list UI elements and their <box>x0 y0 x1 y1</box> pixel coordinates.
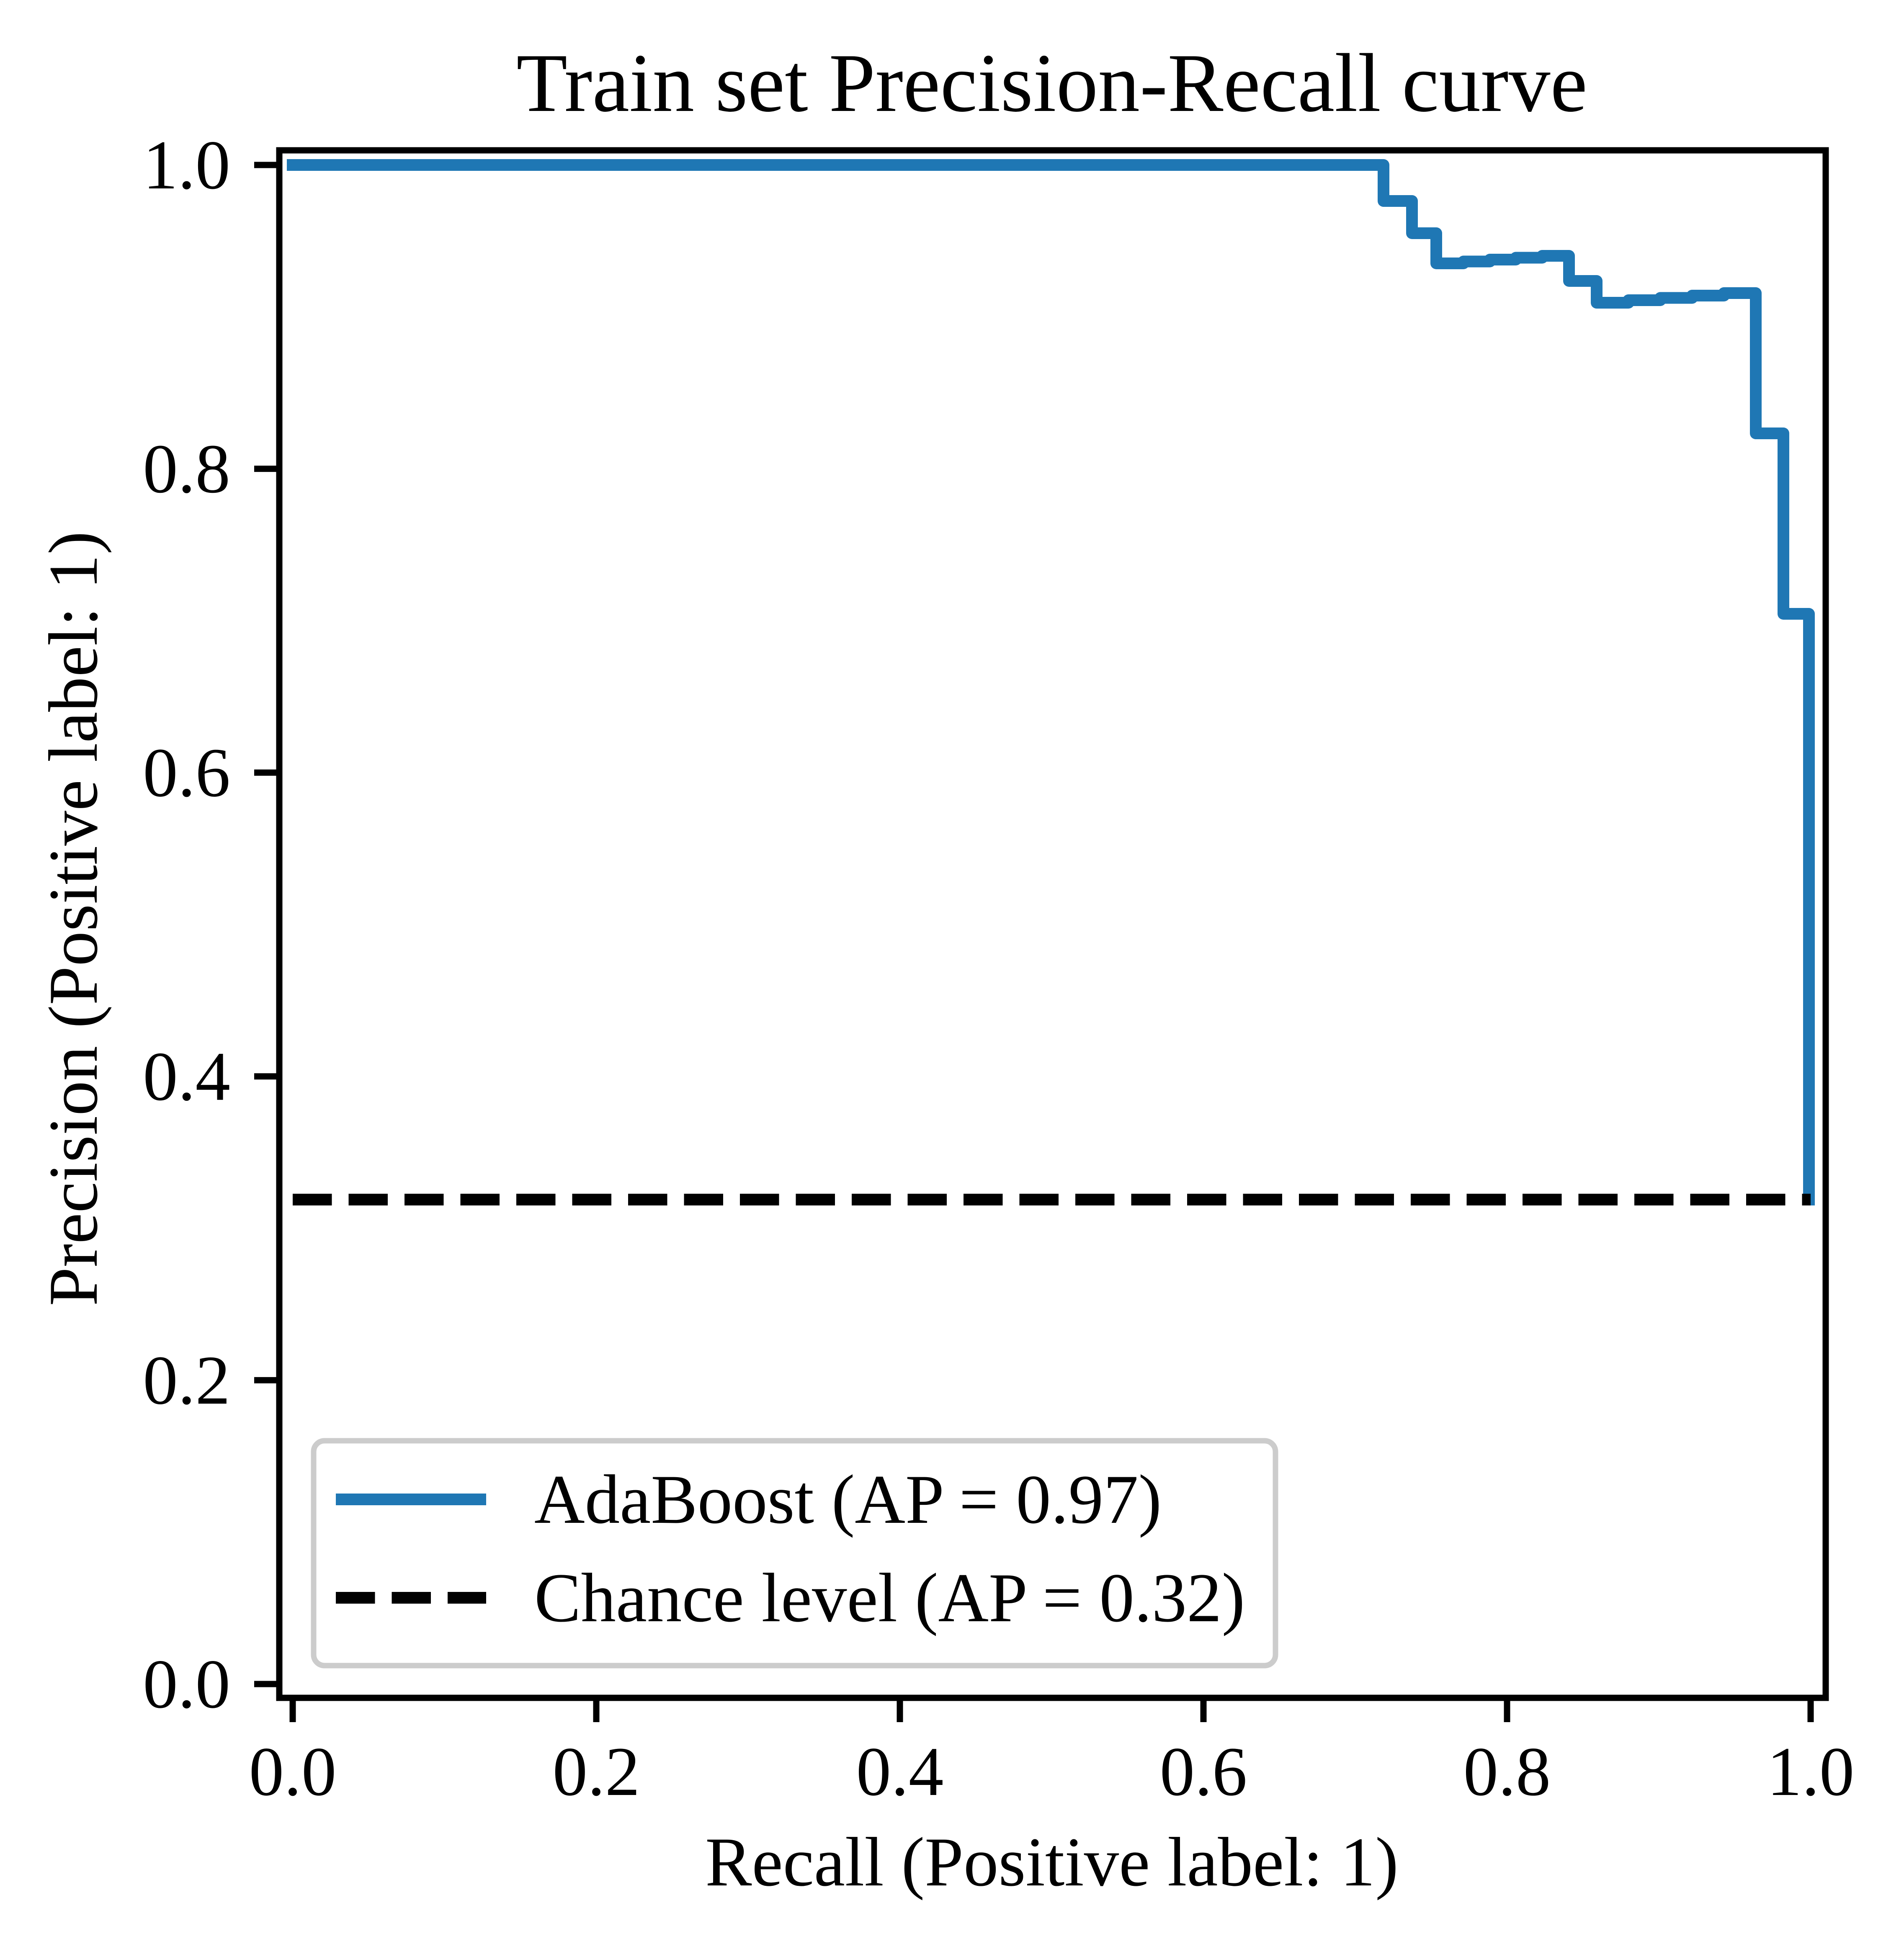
svg-text:AdaBoost (AP = 0.97): AdaBoost (AP = 0.97) <box>534 1461 1162 1538</box>
svg-text:0.8: 0.8 <box>143 430 230 508</box>
svg-text:0.0: 0.0 <box>249 1733 337 1810</box>
svg-text:Train set Precision-Recall cur: Train set Precision-Recall curve <box>516 37 1587 129</box>
svg-text:0.4: 0.4 <box>856 1733 944 1810</box>
svg-text:0.8: 0.8 <box>1463 1733 1551 1810</box>
svg-text:0.0: 0.0 <box>143 1646 230 1723</box>
svg-text:0.2: 0.2 <box>553 1733 640 1810</box>
svg-text:0.2: 0.2 <box>143 1342 230 1419</box>
svg-text:1.0: 1.0 <box>1767 1733 1855 1810</box>
svg-text:0.6: 0.6 <box>143 734 230 811</box>
svg-text:0.6: 0.6 <box>1160 1733 1247 1810</box>
svg-text:Precision (Positive label: 1): Precision (Positive label: 1) <box>35 531 112 1306</box>
svg-text:Recall (Positive label: 1): Recall (Positive label: 1) <box>705 1823 1399 1901</box>
svg-text:0.4: 0.4 <box>143 1038 230 1115</box>
svg-text:1.0: 1.0 <box>143 126 230 204</box>
svg-text:Chance level (AP = 0.32): Chance level (AP = 0.32) <box>534 1559 1245 1637</box>
